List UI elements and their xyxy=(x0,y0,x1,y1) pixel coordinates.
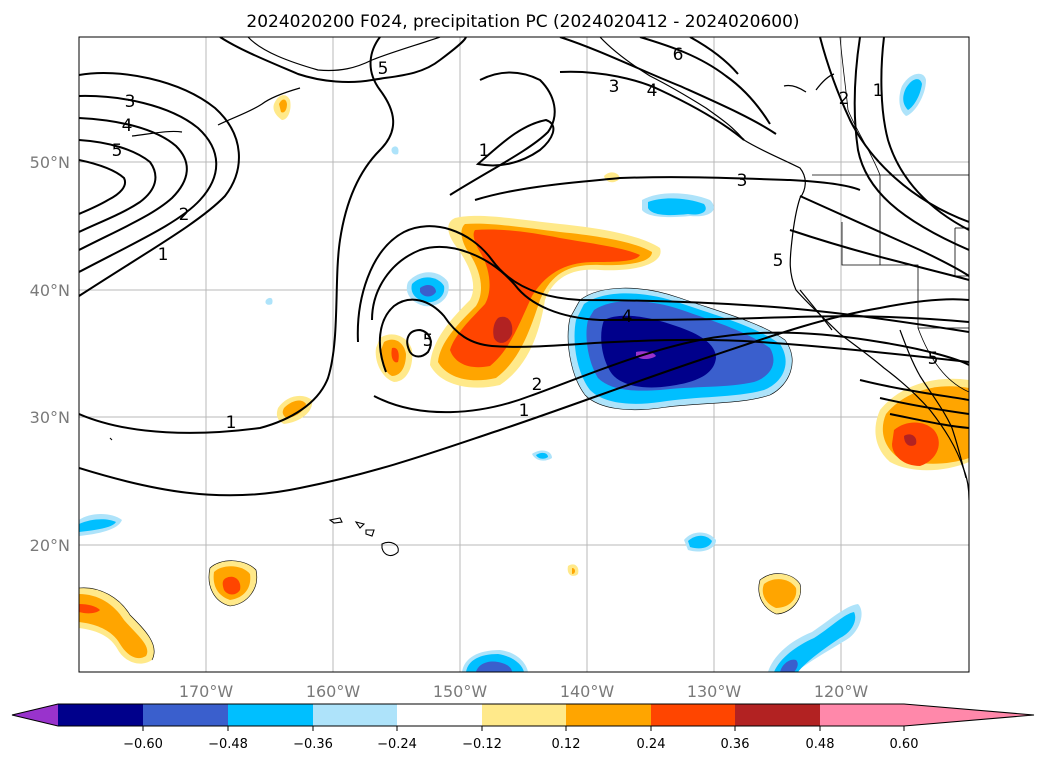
pattern-contours xyxy=(79,37,969,497)
lon-label-150w: 150°W xyxy=(433,682,488,701)
colorbar-bin xyxy=(228,704,313,726)
contour-label: 2 xyxy=(179,205,190,225)
colorbar-ticks xyxy=(142,726,905,731)
contour-label: 1 xyxy=(873,81,884,101)
colorbar-tick-label: 0.48 xyxy=(806,737,835,752)
lon-label-160w: 160°W xyxy=(306,682,361,701)
colorbar-tick-label: 0.60 xyxy=(890,737,919,752)
colorbar-bin xyxy=(58,704,143,726)
contour-label: 1 xyxy=(226,413,237,433)
colorbar-bin xyxy=(397,704,482,726)
contour-label: 5 xyxy=(112,141,123,161)
contour-label: 5 xyxy=(773,251,784,271)
colorbar-tick-label: −0.36 xyxy=(293,737,333,752)
colorbar-bin xyxy=(820,704,904,726)
contour-label: 1 xyxy=(479,141,490,161)
contour-label: 4 xyxy=(622,307,633,327)
colorbar-tick-label: 0.36 xyxy=(721,737,750,752)
coastlines xyxy=(131,37,969,501)
contour-label: 2 xyxy=(839,89,850,109)
colorbar-tick-label: −0.60 xyxy=(123,737,163,752)
contour-label: 4 xyxy=(647,81,658,101)
colorbar: −0.60 −0.48 −0.36 −0.24 −0.12 0.12 0.24 … xyxy=(11,703,1035,752)
longitude-labels: 170°W 160°W 150°W 140°W 130°W 120°W xyxy=(179,682,869,701)
colorbar-extend-min xyxy=(12,704,58,726)
lat-label-40n: 40°N xyxy=(30,281,70,300)
lat-label-50n: 50°N xyxy=(30,153,70,172)
colorbar-outline xyxy=(11,703,1035,727)
anomaly-outlines xyxy=(79,287,801,661)
colorbar-bin xyxy=(313,704,397,726)
contour-label: 2 xyxy=(532,375,543,395)
colorbar-tick-label: 0.12 xyxy=(552,737,581,752)
contour-label: 1 xyxy=(519,401,530,421)
contour-label: 5 xyxy=(423,331,434,351)
colorbar-extend-max xyxy=(904,704,1034,726)
map-frame xyxy=(78,36,970,673)
hawaii-islands xyxy=(109,437,399,557)
contour-label: 4 xyxy=(122,116,133,136)
colorbar-tick-label: −0.48 xyxy=(208,737,248,752)
map-panel: 3 4 5 2 1 1 1 3 4 6 5 3 5 4 2 1 5 2 1 5 xyxy=(78,36,970,673)
lon-label-130w: 130°W xyxy=(687,682,742,701)
lat-label-20n: 20°N xyxy=(30,536,70,555)
lon-label-120w: 120°W xyxy=(814,682,869,701)
colorbar-bin xyxy=(482,704,566,726)
contour-label: 3 xyxy=(737,171,748,191)
figure-title: 2024020200 F024, precipitation PC (20240… xyxy=(246,12,799,32)
latitude-labels: 50°N 40°N 30°N 20°N xyxy=(30,153,70,555)
colorbar-bin xyxy=(735,704,820,726)
lon-label-170w: 170°W xyxy=(179,682,234,701)
colorbar-bin xyxy=(566,704,651,726)
colorbar-tick-label: −0.24 xyxy=(377,737,417,752)
contour-label: 3 xyxy=(125,92,136,112)
contour-labels: 3 4 5 2 1 1 1 3 4 6 5 3 5 4 2 1 5 2 1 5 xyxy=(112,45,939,433)
colorbar-tick-label: 0.24 xyxy=(637,737,666,752)
contour-label: 6 xyxy=(673,45,684,65)
colorbar-tick-label: −0.12 xyxy=(462,737,502,752)
positive-anomaly-central-max xyxy=(493,316,513,343)
lat-label-30n: 30°N xyxy=(30,408,70,427)
lon-label-140w: 140°W xyxy=(560,682,615,701)
colorbar-bin xyxy=(651,704,735,726)
contour-label: 5 xyxy=(378,59,389,79)
contour-label: 3 xyxy=(609,77,620,97)
contour-label: 1 xyxy=(158,245,169,265)
contour-label: 5 xyxy=(928,349,939,369)
colorbar-bin xyxy=(143,704,228,726)
